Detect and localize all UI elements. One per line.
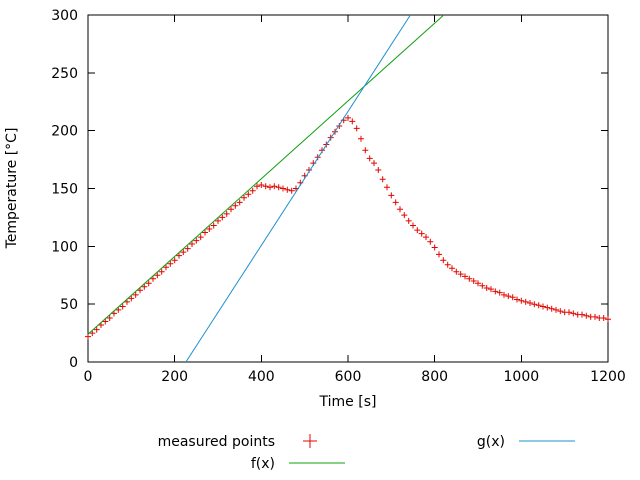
legend: measured points g(x) f(x)	[158, 434, 575, 472]
y-tick-label: 50	[60, 297, 78, 313]
legend-label-g: g(x)	[477, 434, 505, 450]
x-tick-label: 0	[84, 369, 93, 385]
legend-label-f: f(x)	[251, 456, 275, 472]
axis-ticks	[87, 14, 609, 363]
series-f-x-	[87, 14, 445, 335]
x-tick-label: 800	[421, 369, 448, 385]
series-measured-points	[85, 114, 611, 340]
tick-labels: 0 200 400 600 800 1000 1200 0 50 100 150 200 250 300	[51, 8, 626, 385]
plot-border	[87, 14, 609, 363]
y-tick-label: 200	[51, 124, 78, 140]
series	[85, 14, 611, 363]
x-tick-label: 1000	[504, 369, 540, 385]
y-tick-label: 100	[51, 239, 78, 255]
legend-label-measured-points: measured points	[158, 434, 275, 450]
y-tick-label: 150	[51, 182, 78, 198]
y-tick-label: 300	[51, 8, 78, 24]
legend-marker-plus-icon	[303, 434, 317, 448]
axes	[87, 14, 609, 363]
x-tick-label: 200	[161, 369, 188, 385]
y-tick-label: 0	[69, 355, 78, 371]
y-tick-label: 250	[51, 66, 78, 82]
x-tick-label: 400	[248, 369, 275, 385]
x-tick-label: 1200	[590, 369, 626, 385]
x-axis-label: Time [s]	[319, 394, 377, 410]
x-tick-label: 600	[335, 369, 362, 385]
series-g-x-	[185, 14, 411, 363]
y-axis-label: Temperature [°C]	[4, 128, 20, 250]
